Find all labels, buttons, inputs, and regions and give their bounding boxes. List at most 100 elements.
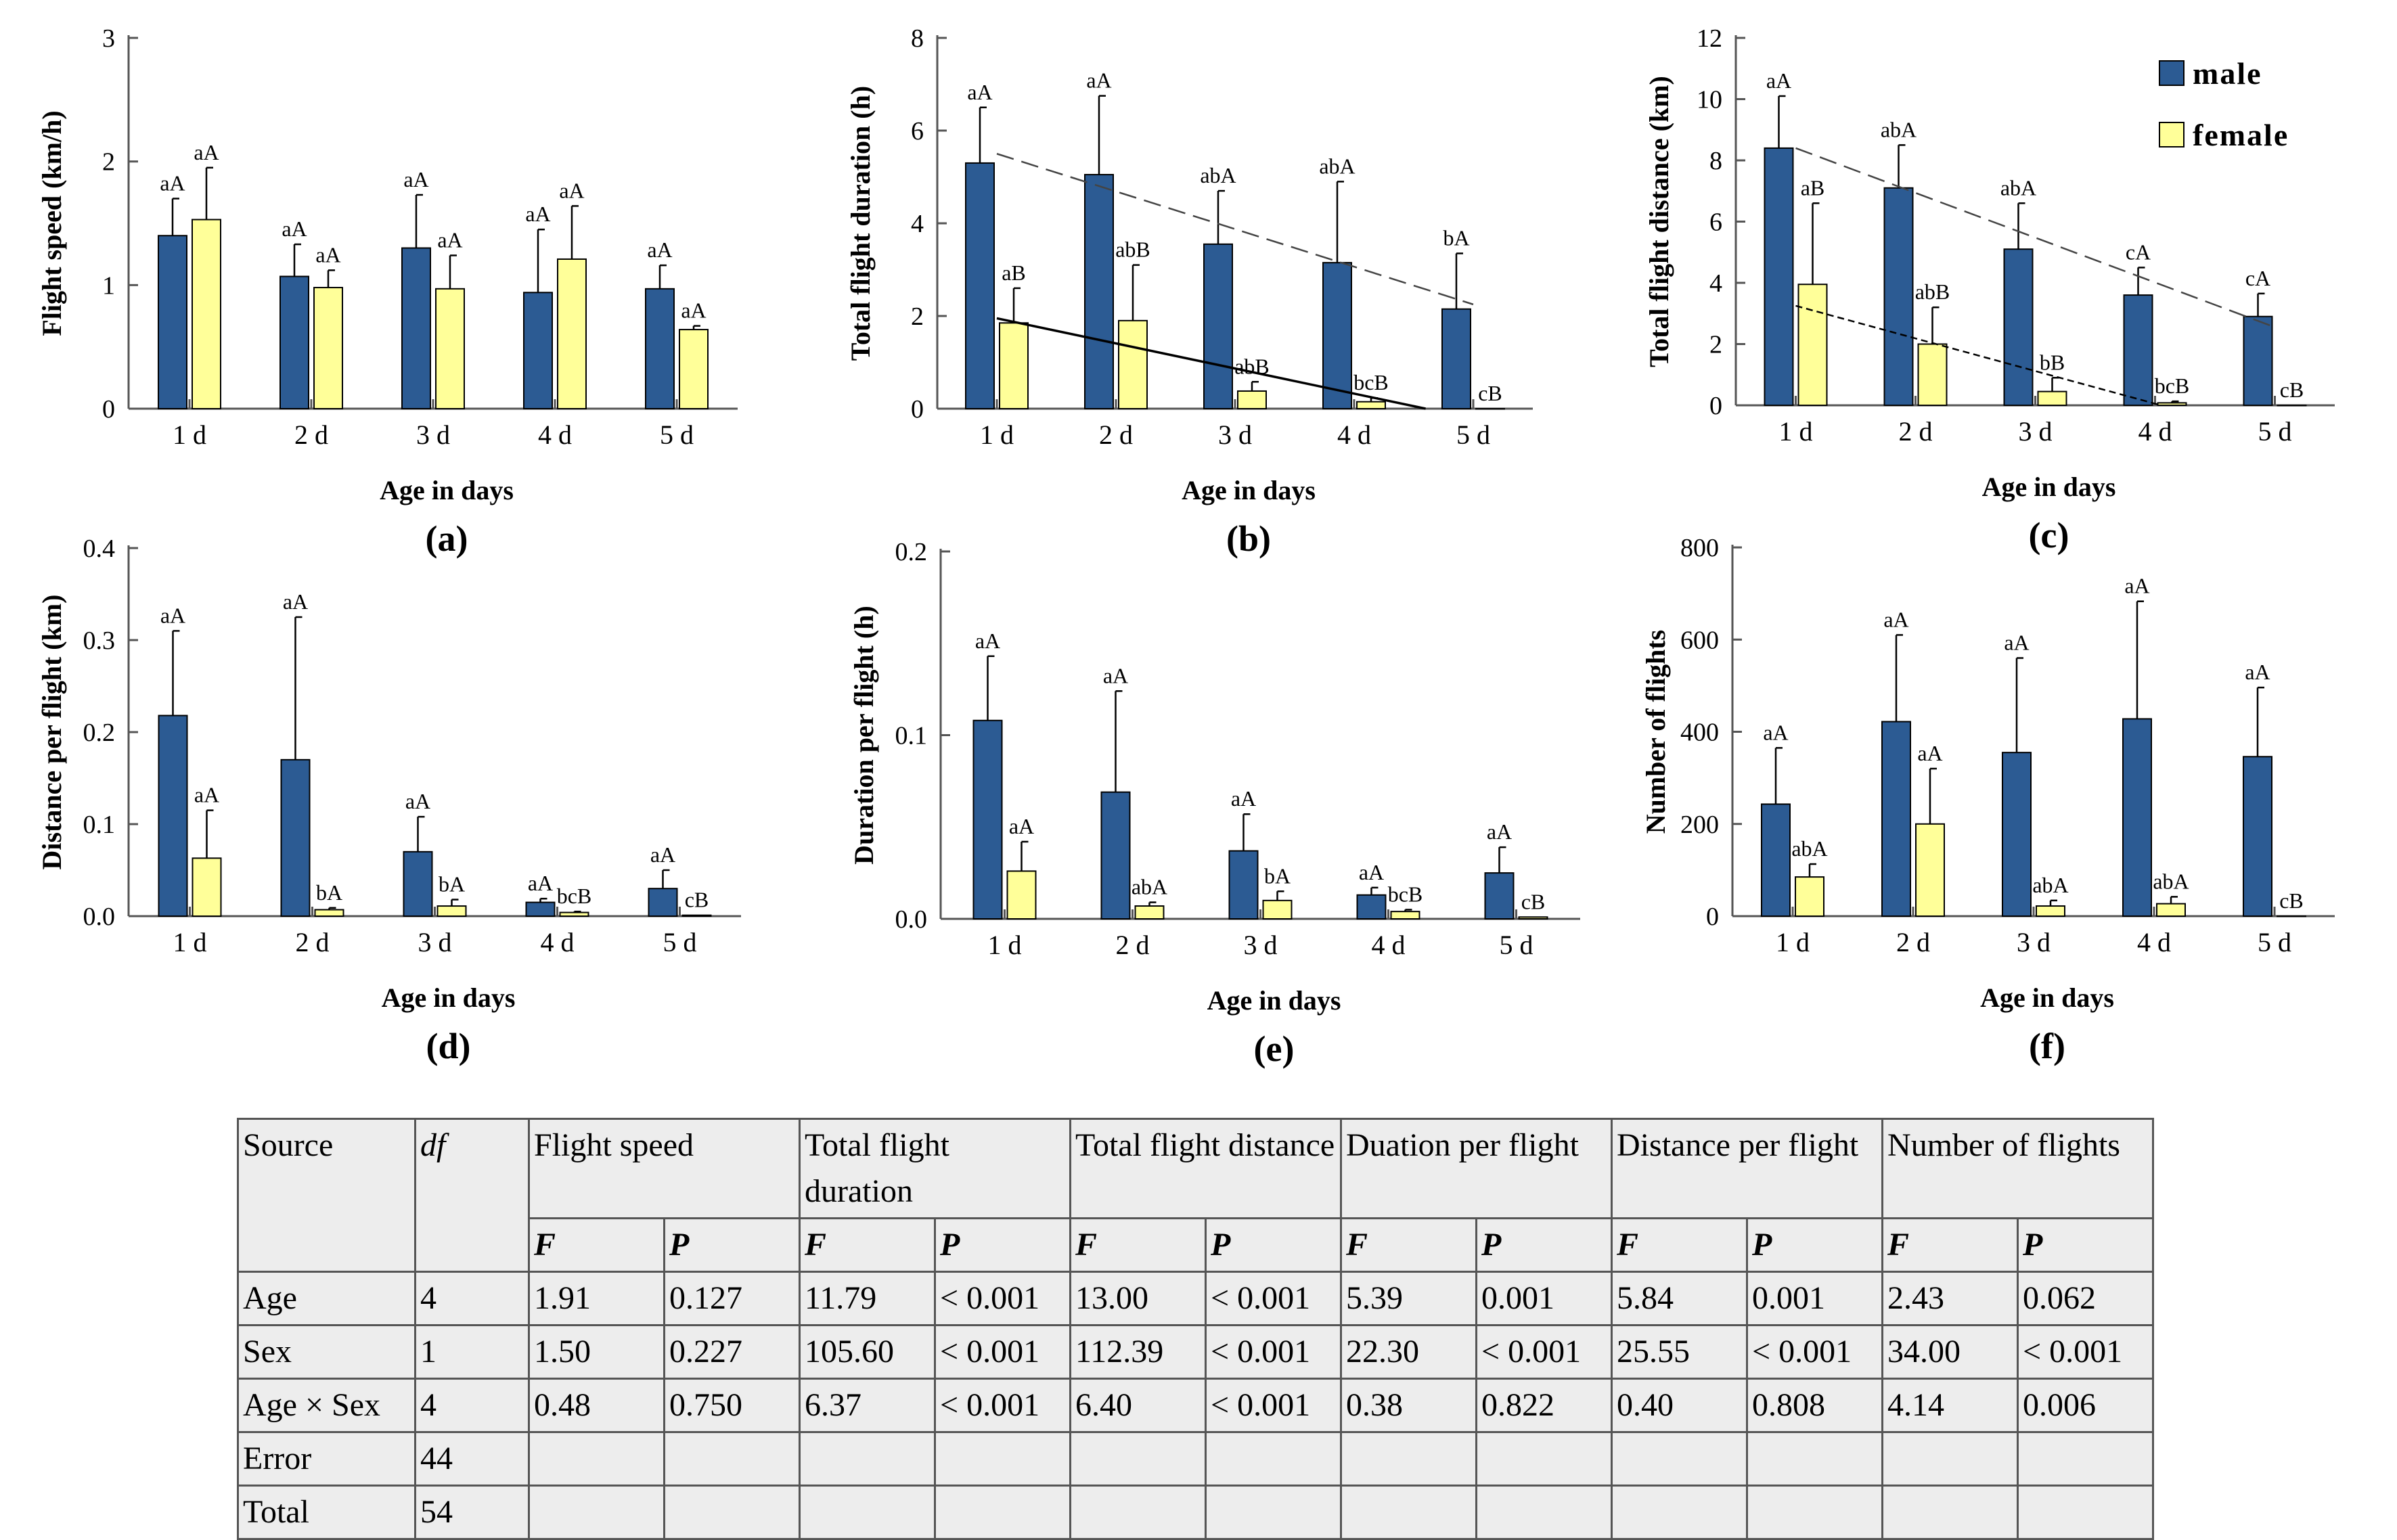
table-cell: 5.39 [1340,1271,1478,1326]
subheader-p: P [2017,1217,2155,1273]
bar-female [313,286,343,409]
bar-female [192,219,221,409]
table-cell: < 0.001 [1204,1378,1343,1433]
table-cell: 0.062 [2017,1271,2155,1326]
significance-label: aA [1766,68,1791,93]
table-cell [1204,1485,1343,1540]
significance-label: aA [283,589,308,614]
y-axis-title: Duration per flight (h) [849,606,879,865]
table-cell: 11.79 [799,1271,936,1326]
x-tick-label: 2 d [294,420,328,450]
x-tick-label: 3 d [2019,416,2053,447]
row-df: 44 [414,1431,530,1487]
x-tick-label: 2 d [1896,927,1930,957]
table-cell: 13.00 [1069,1271,1207,1326]
bar-female [1118,319,1148,409]
significance-label: bA [439,872,465,897]
x-tick-label: 5 d [1500,930,1533,960]
subheader-p: P [1746,1217,1884,1273]
significance-label: aA [1359,860,1384,884]
y-tick-label: 0.4 [83,535,116,563]
bar-female [192,857,222,917]
panel-label: (f) [2029,1026,2065,1066]
legend-male-label: male [2193,56,2262,91]
legend: male female [2159,56,2289,152]
subheader-p: P [1475,1217,1613,1273]
bar-male [523,292,553,409]
significance-label: cB [2279,888,2304,913]
bar-male [403,851,433,918]
y-tick-label: 600 [1680,626,1719,654]
significance-label: cB [1478,381,1502,405]
row-df: 1 [414,1324,530,1380]
legend-female-label: female [2193,118,2289,152]
row-source: Sex [237,1324,416,1380]
significance-label: bA [1264,863,1291,888]
table-cell: < 0.001 [2017,1324,2155,1380]
table-cell: < 0.001 [1475,1324,1613,1380]
bar-male [1764,147,1794,406]
bar-female [436,905,467,918]
significance-label: cB [1521,889,1546,913]
subheader-f: F [799,1217,936,1273]
bar-male [1084,174,1114,409]
bar-female [314,909,344,917]
y-tick-label: 0.1 [83,811,116,839]
legend-male-swatch [2159,60,2185,86]
significance-label: abA [1200,163,1236,187]
bar-female [1006,870,1037,920]
y-tick-label: 0.2 [83,719,116,747]
bar-female [557,258,587,409]
y-tick-label: 8 [911,24,924,53]
bar-male [1441,308,1471,409]
bar-male [525,901,556,917]
significance-label: aA [2004,631,2029,655]
x-tick-label: 4 d [1372,930,1406,960]
significance-label: abA [1791,836,1827,861]
x-tick-label: 2 d [1899,416,1933,447]
y-tick-label: 1 [102,271,115,300]
table-cell: 0.48 [528,1378,665,1433]
significance-label: aA [160,603,185,627]
y-tick-label: 8 [1709,147,1722,175]
table-cell [663,1485,801,1540]
bar-male [401,247,431,409]
significance-label: abB [1915,279,1950,304]
table-row: Age 4 1.91 0.127 11.79 < 0.001 13.00 < 0.001 5.3… [237,1271,2155,1326]
significance-label: aA [1917,741,1942,765]
bar-female [1518,916,1548,920]
significance-label: bA [316,880,342,905]
y-tick-label: 0.1 [895,722,928,750]
table-cell: 112.39 [1069,1324,1207,1380]
table-cell: 0.127 [663,1271,801,1326]
x-axis-title: Age in days [1182,475,1316,505]
bar-male [972,719,1003,920]
bar-female [2277,405,2307,407]
bar-female [1390,911,1420,920]
significance-label: aA [525,202,550,226]
table-row: Sex 1 1.50 0.227 105.60 < 0.001 112.39 < 0.001 2… [237,1324,2155,1380]
x-tick-label: 5 d [2258,927,2291,957]
table-cell [528,1485,665,1540]
x-tick-label: 3 d [1244,930,1278,960]
y-axis-title: Flight speed (km/h) [37,110,67,336]
significance-label: bcB [1388,882,1423,906]
significance-label: aA [650,842,675,867]
x-axis-title: Age in days [382,982,516,1013]
trend-line-male [1795,147,2275,328]
x-tick-label: 2 d [1099,420,1133,450]
table-cell: 105.60 [799,1324,936,1380]
x-tick-label: 4 d [2137,927,2171,957]
x-tick-label: 1 d [988,930,1022,960]
bar-male [1228,850,1259,920]
significance-label: bA [1443,226,1469,250]
bar-male [965,162,995,409]
table-cell [799,1431,936,1487]
x-tick-label: 2 d [296,927,330,957]
legend-female-swatch [2159,122,2185,148]
bar-male [2123,294,2153,406]
subheader-f: F [1881,1217,2019,1273]
panel-label: (c) [2029,515,2069,556]
x-tick-label: 5 d [2258,416,2292,447]
x-tick-label: 1 d [1776,927,1810,957]
